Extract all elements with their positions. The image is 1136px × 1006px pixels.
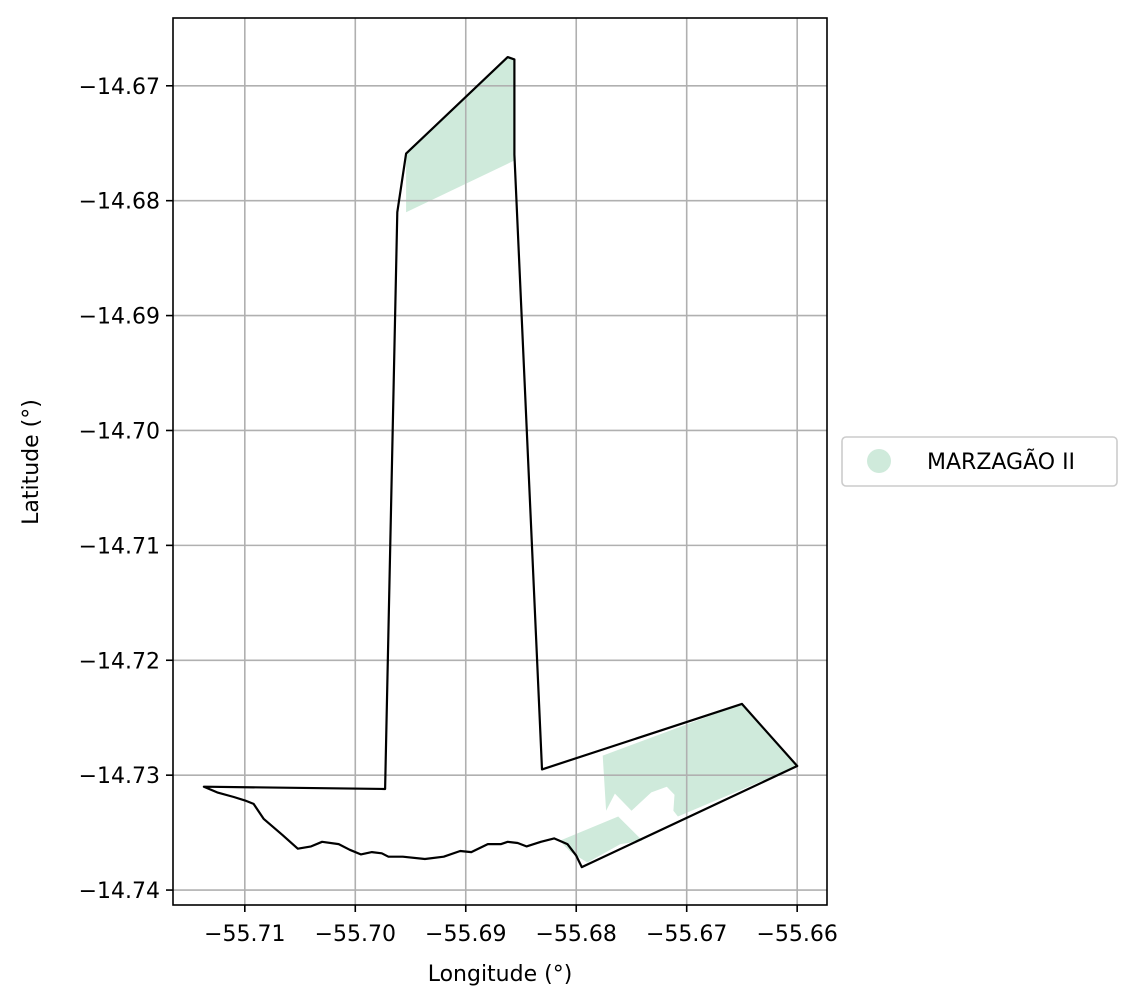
y-tick-label: −14.73 (79, 764, 160, 789)
y-ticks: −14.67 −14.68 −14.69 −14.70 −14.71 −14.72 −14.… (79, 75, 173, 904)
x-tick-label: −55.67 (646, 922, 727, 947)
y-axis-label: Latitude (°) (19, 399, 44, 525)
plot-area (172, 17, 828, 906)
legend-marker (867, 449, 891, 473)
legend-label: MARZAGÃO II (927, 448, 1075, 475)
y-tick-label: −14.71 (79, 534, 160, 559)
x-tick-label: −55.68 (536, 922, 617, 947)
legend-box (841, 436, 1118, 487)
property-boundary (202, 55, 799, 869)
y-tick-label: −14.72 (79, 649, 160, 674)
x-tick-label: −55.66 (756, 922, 837, 947)
x-tick-label: −55.71 (204, 922, 285, 947)
filled-areas (406, 57, 798, 863)
north-area (406, 57, 515, 213)
axes-frame (172, 17, 828, 906)
x-tick-label: −55.69 (425, 922, 506, 947)
gridlines (173, 18, 827, 905)
x-tick-label: −55.70 (315, 922, 396, 947)
boundary-outline (202, 55, 799, 869)
x-ticks: −55.71 −55.70 −55.69 −55.68 −55.67 −55.66 (204, 905, 838, 947)
southeast-area (559, 703, 798, 863)
y-tick-label: −14.69 (79, 305, 160, 330)
y-tick-label: −14.67 (79, 75, 160, 100)
y-tick-label: −14.70 (79, 419, 160, 444)
y-tick-label: −14.74 (79, 879, 160, 904)
y-tick-label: −14.68 (79, 190, 160, 215)
x-axis-label: Longitude (°) (428, 962, 573, 987)
legend: MARZAGÃO II (841, 436, 1118, 487)
